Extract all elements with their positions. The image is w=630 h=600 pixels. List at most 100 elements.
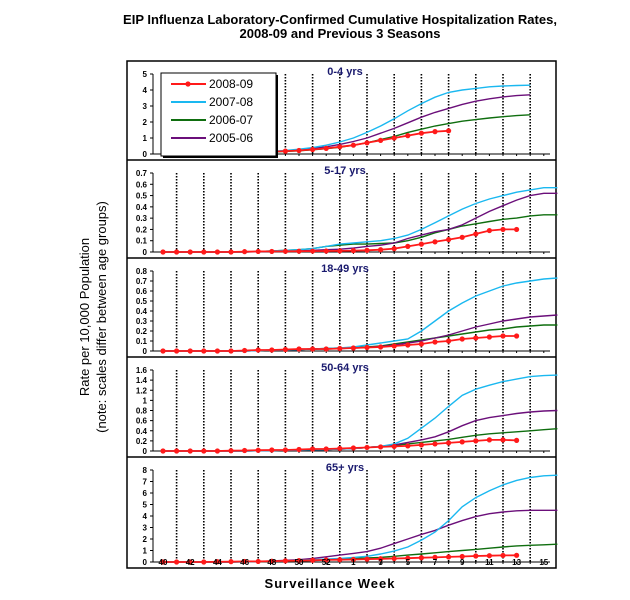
- data-point-2008-09: [459, 336, 465, 342]
- data-point-2008-09: [514, 437, 520, 443]
- series-line-2007-08: [163, 277, 558, 352]
- data-point-2008-09: [473, 231, 479, 237]
- data-point-2008-09: [228, 348, 234, 354]
- y-tick-label: 0.1: [136, 337, 148, 346]
- y-tick-label: 0.6: [136, 417, 148, 426]
- y-tick-label: 3: [143, 102, 148, 111]
- data-point-2008-09: [160, 559, 166, 565]
- x-tick-label: 48: [267, 558, 276, 567]
- y-tick-label: 4: [143, 86, 148, 95]
- data-point-2008-09: [337, 248, 343, 254]
- data-point-2008-09: [364, 140, 370, 146]
- y-tick-label: 1.4: [136, 376, 148, 385]
- data-point-2008-09: [446, 338, 452, 344]
- data-point-2008-09: [242, 447, 248, 454]
- data-point-2008-09: [486, 553, 492, 559]
- y-tick-label: 6: [143, 489, 148, 498]
- data-point-2008-09: [187, 448, 193, 454]
- y-tick-label: 1.2: [136, 386, 148, 395]
- y-tick-label: 0.2: [136, 225, 148, 234]
- data-point-2008-09: [269, 558, 275, 564]
- data-point-2008-09: [350, 345, 356, 351]
- data-point-2008-09: [323, 446, 329, 452]
- data-point-2008-09: [391, 443, 397, 450]
- data-point-2008-09: [228, 559, 234, 565]
- data-point-2008-09: [242, 347, 248, 354]
- panel-label: 50-64 yrs: [321, 362, 369, 374]
- y-tick-label: 5: [143, 70, 148, 79]
- x-tick-label: 3: [378, 558, 383, 567]
- data-point-2008-09: [201, 448, 207, 454]
- data-point-2008-09: [201, 249, 207, 255]
- y-tick-label: 1: [143, 396, 148, 405]
- data-point-2008-09: [459, 553, 465, 560]
- data-point-2008-09: [228, 448, 234, 454]
- legend-label: 2005-06: [209, 131, 253, 145]
- x-axis-label: Surveillance Week: [264, 576, 396, 591]
- y-tick-label: 0: [143, 558, 148, 567]
- data-point-2008-09: [323, 557, 329, 563]
- data-point-2008-09: [174, 348, 180, 354]
- chart-title: EIP Influenza Laboratory-Confirmed Cumul…: [100, 13, 580, 41]
- series-line-2006-07: [163, 214, 558, 253]
- legend-label: 2008-09: [209, 77, 253, 91]
- y-tick-label: 7: [143, 478, 148, 487]
- data-point-2008-09: [255, 248, 261, 255]
- data-point-2008-09: [282, 346, 288, 353]
- legend-label: 2006-07: [209, 113, 253, 127]
- panel-label: 5-17 yrs: [324, 165, 366, 177]
- data-point-2008-09: [446, 554, 452, 560]
- data-point-2008-09: [310, 446, 316, 452]
- data-point-2008-09: [214, 249, 220, 255]
- legend-marker-2008-09: [185, 81, 191, 87]
- data-point-2008-09: [364, 556, 370, 562]
- y-tick-label: 0.1: [136, 237, 148, 246]
- data-point-2008-09: [296, 248, 302, 254]
- y-tick-label: 0.8: [136, 267, 148, 276]
- data-point-2008-09: [201, 559, 207, 565]
- data-point-2008-09: [269, 447, 275, 453]
- data-point-2008-09: [337, 144, 343, 150]
- data-point-2008-09: [378, 444, 384, 450]
- x-tick-label: 40: [159, 558, 168, 567]
- data-point-2008-09: [282, 248, 288, 254]
- x-tick-label: 7: [433, 558, 438, 567]
- y-tick-label: 1: [143, 134, 148, 143]
- data-point-2008-09: [310, 248, 316, 254]
- data-point-2008-09: [446, 440, 452, 446]
- panel-label: 65+ yrs: [326, 462, 364, 474]
- y-tick-label: 0.5: [136, 297, 148, 306]
- x-tick-label: 42: [186, 558, 195, 567]
- y-tick-label: 1.6: [136, 366, 148, 375]
- data-point-2008-09: [214, 448, 220, 454]
- x-tick-label: 50: [295, 558, 304, 567]
- data-point-2008-09: [228, 249, 234, 255]
- data-point-2008-09: [514, 552, 520, 558]
- y-tick-label: 0: [143, 150, 148, 159]
- y-tick-label: 2: [143, 535, 148, 544]
- data-point-2008-09: [446, 128, 452, 134]
- data-point-2008-09: [187, 348, 193, 354]
- data-point-2008-09: [337, 557, 343, 563]
- series-line-2005-06: [163, 192, 558, 253]
- data-point-2008-09: [391, 343, 397, 349]
- data-point-2008-09: [214, 348, 220, 354]
- legend-label: 2007-08: [209, 95, 253, 109]
- data-point-2008-09: [446, 236, 452, 243]
- chart-title-line-2: 2008-09 and Previous 3 Seasons: [239, 26, 441, 41]
- y-tick-label: 0.4: [136, 307, 148, 316]
- data-point-2008-09: [432, 441, 438, 447]
- data-point-2008-09: [378, 556, 384, 562]
- series-line-2007-08: [163, 474, 558, 563]
- data-point-2008-09: [350, 142, 356, 148]
- data-point-2008-09: [514, 333, 520, 339]
- data-point-2008-09: [432, 554, 438, 561]
- y-tick-label: 0.6: [136, 180, 148, 189]
- data-point-2008-09: [296, 147, 302, 154]
- data-point-2008-09: [282, 447, 288, 453]
- y-tick-label: 5: [143, 501, 148, 510]
- data-point-2008-09: [282, 148, 288, 154]
- y-tick-label: 0.7: [136, 169, 148, 178]
- data-point-2008-09: [418, 442, 424, 448]
